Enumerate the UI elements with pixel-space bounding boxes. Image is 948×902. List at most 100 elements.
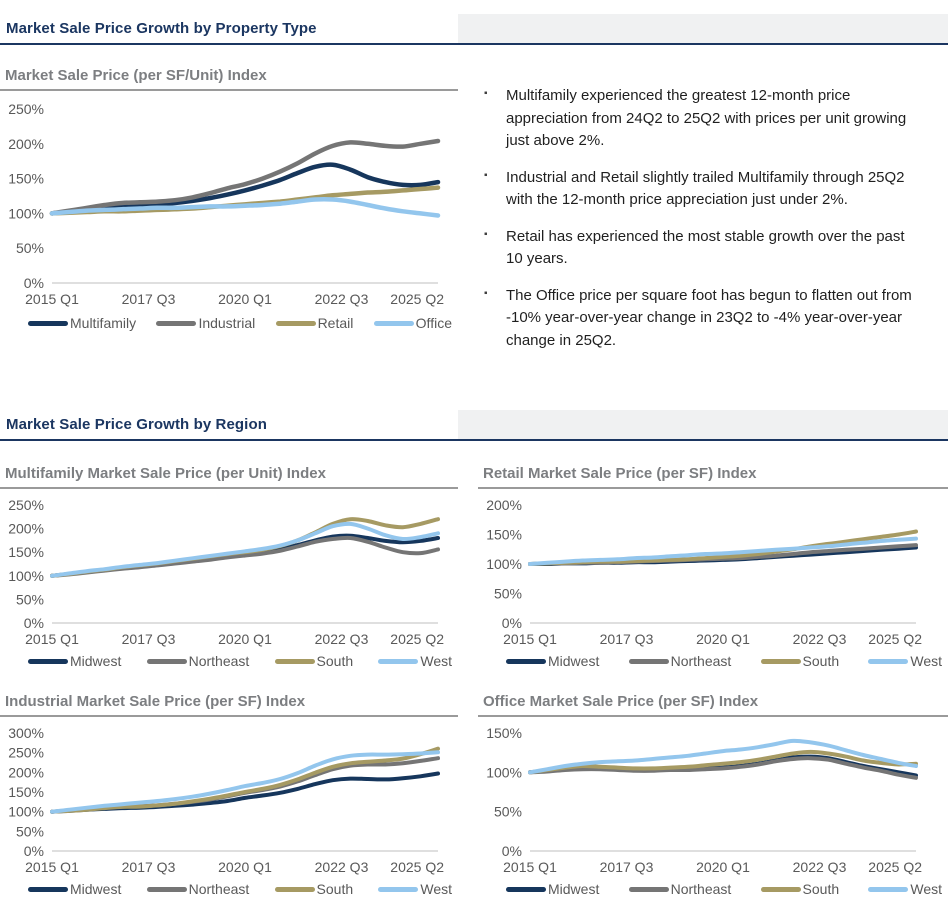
x-axis-tick: 2025 Q2 (868, 631, 922, 647)
insight-bullets: ▪ Multifamily experienced the greatest 12… (478, 67, 948, 366)
bullet-text: Retail has experienced the most stable g… (506, 227, 905, 268)
y-axis-tick: 150% (8, 171, 44, 187)
series-line-multifamily (49, 162, 441, 216)
line-chart: 0% 50% 100% 150% 2015 Q1 2017 Q3 2020 Q1 2022 Q… (486, 725, 922, 875)
legend-item-west: West (868, 653, 942, 669)
x-axis-tick: 2015 Q1 (503, 631, 557, 647)
legend-item-northeast: Northeast (146, 653, 249, 669)
legend-line-swatch (146, 886, 187, 892)
legend-item-industrial: Industrial (156, 315, 255, 331)
y-axis-tick: 100% (8, 205, 44, 221)
legend-line-swatch (156, 320, 197, 326)
y-axis-tick: 0% (24, 615, 44, 631)
legend-line-swatch (868, 658, 909, 664)
legend-item-midwest: Midwest (28, 653, 121, 669)
line-chart: 0% 50% 100% 150% 200% 250% 2015 Q1 2017 Q3 2020 … (8, 497, 444, 647)
y-axis-tick: 200% (8, 521, 44, 537)
x-axis-tick: 2022 Q3 (315, 291, 369, 307)
legend-label: Midwest (548, 653, 600, 669)
legend-item-multifamily: Multifamily (28, 315, 136, 331)
bullet-item: ▪ Industrial and Retail slightly trailed … (484, 167, 920, 212)
y-axis-tick: 0% (24, 275, 44, 291)
legend-line-swatch (628, 886, 669, 892)
legend-item-south: South (760, 653, 839, 669)
legend-label: West (420, 881, 452, 897)
legend-item-northeast: Northeast (628, 653, 732, 669)
y-axis-tick: 150% (8, 784, 44, 800)
y-axis-tick: 100% (8, 568, 44, 584)
x-axis-tick: 2025 Q2 (390, 631, 444, 647)
y-axis-tick: 100% (486, 556, 522, 572)
legend-line-swatch (378, 886, 419, 892)
legend-item-retail: Retail (275, 315, 353, 331)
legend-label: Northeast (670, 653, 732, 669)
legend-label: Industrial (198, 315, 256, 331)
bullet-square-icon: ▪ (484, 88, 488, 99)
legend-line-swatch (506, 658, 546, 664)
x-axis-tick: 2022 Q3 (315, 859, 369, 875)
legend-line-swatch (275, 320, 316, 326)
legend-item-west: West (378, 653, 452, 669)
legend-item-west: West (378, 881, 452, 897)
legend-label: West (420, 653, 452, 669)
legend-item-west: West (868, 881, 942, 897)
legend-label: Northeast (670, 881, 732, 897)
legend-item-south: South (760, 881, 839, 897)
y-axis-tick: 100% (8, 804, 44, 820)
legend-item-northeast: Northeast (628, 881, 732, 897)
y-axis-tick: 250% (8, 745, 44, 761)
header-band (458, 410, 948, 439)
chart-office-region-legend: Midwest Northeast South West (478, 879, 948, 897)
x-axis-tick: 2017 Q3 (600, 631, 654, 647)
chart-retail-region: Retail Market Sale Price (per SF) Index … (478, 465, 948, 669)
section1-title: Market Sale Price Growth by Property Typ… (6, 20, 317, 37)
line-chart: 0% 50% 100% 150% 200% 250% 300% 2015 Q1 2017 Q3 2… (8, 725, 444, 875)
legend-line-swatch (760, 658, 801, 664)
chart-overall-index: Market Sale Price (per SF/Unit) Index 0%… (0, 67, 458, 366)
series-line-south (50, 746, 440, 814)
series-line-office (49, 196, 441, 218)
legend-label: South (316, 653, 354, 669)
series-line-west (50, 521, 440, 578)
x-axis-tick: 2015 Q1 (503, 859, 557, 875)
y-axis-tick: 50% (16, 823, 44, 839)
legend-line-swatch (628, 658, 669, 664)
section1-content: Market Sale Price (per SF/Unit) Index 0%… (0, 67, 948, 366)
legend-label: Multifamily (70, 315, 137, 331)
legend-label: Midwest (70, 881, 122, 897)
y-axis-tick: 50% (494, 586, 522, 602)
section2-title: Market Sale Price Growth by Region (6, 416, 267, 433)
header-band (458, 14, 948, 43)
x-axis-tick: 2020 Q1 (218, 631, 272, 647)
x-axis-tick: 2017 Q3 (122, 859, 176, 875)
y-axis-tick: 250% (8, 101, 44, 117)
chart-industrial-region-title: Industrial Market Sale Price (per SF) In… (0, 693, 458, 717)
legend-line-swatch (760, 886, 801, 892)
x-axis-tick: 2025 Q2 (390, 291, 444, 307)
section1-header: Market Sale Price Growth by Property Typ… (0, 12, 948, 45)
x-axis-tick: 2015 Q1 (25, 631, 79, 647)
y-axis-tick: 100% (486, 764, 522, 780)
bullet-square-icon: ▪ (484, 287, 488, 299)
legend-item-midwest: Midwest (506, 653, 599, 669)
x-axis-tick: 2017 Q3 (122, 291, 176, 307)
legend-line-swatch (378, 658, 419, 664)
series-line-south (528, 749, 918, 775)
chart-overall-title: Market Sale Price (per SF/Unit) Index (0, 67, 458, 91)
y-axis-tick: 50% (16, 591, 44, 607)
legend-label: West (910, 881, 942, 897)
x-axis-tick: 2015 Q1 (25, 291, 79, 307)
legend-line-swatch (146, 658, 187, 664)
y-axis-tick: 200% (486, 497, 522, 513)
x-axis-tick: 2020 Q1 (696, 631, 750, 647)
y-axis-tick: 300% (8, 725, 44, 741)
line-chart: 0% 50% 100% 150% 200% 2015 Q1 2017 Q3 2020 Q1 20… (486, 497, 922, 647)
bullet-text: Multifamily experienced the greatest 12-… (506, 87, 907, 149)
x-axis-tick: 2022 Q3 (793, 631, 847, 647)
legend-line-swatch (28, 658, 68, 664)
legend-line-swatch (868, 886, 909, 892)
x-axis-tick: 2017 Q3 (122, 631, 176, 647)
legend-label: Northeast (188, 881, 250, 897)
legend-item-office: Office (373, 315, 452, 331)
